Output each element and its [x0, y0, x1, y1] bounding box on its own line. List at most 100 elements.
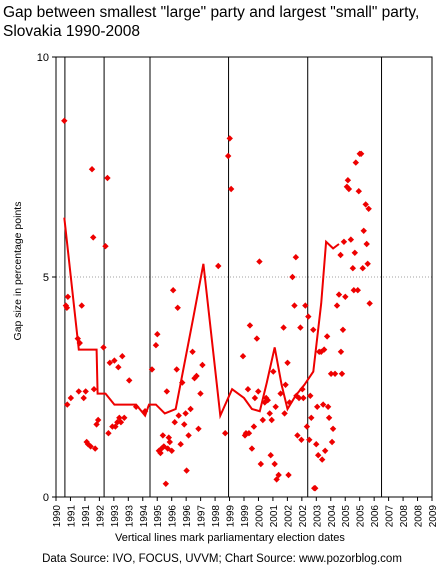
- data-point-132: [319, 401, 327, 408]
- data-point-51: [168, 447, 175, 454]
- data-point-154: [349, 265, 357, 272]
- data-point-137: [325, 414, 333, 421]
- data-point-34: [121, 414, 128, 421]
- data-point-42: [157, 449, 164, 457]
- data-point-16: [90, 234, 97, 241]
- data-point-30: [115, 364, 122, 371]
- data-point-25: [106, 359, 114, 366]
- data-point-163: [360, 227, 367, 234]
- data-point-165: [363, 240, 370, 248]
- data-point-78: [244, 386, 252, 393]
- data-point-53: [171, 419, 178, 426]
- data-point-37: [141, 408, 149, 415]
- data-point-162: [359, 265, 366, 272]
- data-point-4: [64, 401, 71, 408]
- data-point-168: [366, 300, 373, 307]
- x-tick-label-1: 1991: [66, 505, 77, 528]
- data-point-73: [226, 135, 233, 142]
- data-point-82: [250, 423, 258, 430]
- data-point-10: [80, 394, 87, 402]
- data-point-126: [313, 441, 320, 448]
- data-point-111: [294, 432, 301, 439]
- x-tick-label-19: 2004: [327, 505, 338, 528]
- x-tick-label-24: 2008: [399, 505, 410, 528]
- data-point-112: [295, 394, 303, 402]
- data-point-152: [345, 185, 353, 193]
- data-point-123: [310, 326, 317, 333]
- data-point-80: [246, 322, 254, 329]
- x-tick-label-15: 2001: [269, 505, 280, 528]
- data-point-108: [291, 302, 298, 309]
- x-tick-label-26: 2009: [428, 505, 439, 528]
- data-point-36: [132, 403, 140, 410]
- data-point-83: [251, 394, 259, 402]
- data-point-155: [350, 287, 358, 294]
- data-point-138: [327, 370, 335, 377]
- data-point-14: [87, 443, 94, 450]
- data-point-113: [297, 324, 304, 331]
- data-point-0: [61, 117, 68, 124]
- data-point-58: [179, 379, 186, 386]
- data-point-94: [268, 416, 275, 424]
- data-point-47: [163, 388, 171, 395]
- data-point-139: [328, 438, 336, 446]
- data-point-134: [321, 447, 329, 454]
- x-tick-label-6: 1994: [139, 505, 150, 528]
- data-point-149: [342, 293, 349, 300]
- data-point-97: [272, 403, 279, 410]
- data-point-55: [174, 304, 181, 311]
- x-tick-label-16: 2002: [283, 505, 294, 528]
- data-point-70: [215, 262, 222, 270]
- data-point-104: [284, 359, 291, 366]
- data-point-148: [340, 238, 348, 245]
- data-point-131: [318, 456, 326, 463]
- data-point-84: [253, 335, 261, 342]
- data-point-74: [227, 185, 235, 193]
- data-point-120: [306, 436, 313, 443]
- data-point-66: [193, 372, 200, 380]
- x-tick-label-2: 1991: [81, 505, 92, 528]
- x-tick-label-20: 2005: [341, 505, 352, 528]
- data-point-38: [148, 366, 156, 373]
- x-tick-label-22: 2006: [370, 505, 381, 528]
- data-point-85: [255, 388, 262, 395]
- data-point-21: [100, 344, 107, 351]
- data-point-159: [355, 188, 362, 195]
- data-point-141: [331, 370, 339, 377]
- data-point-88: [259, 416, 266, 424]
- data-point-72: [224, 152, 232, 160]
- x-tick-label-4: 1993: [110, 505, 121, 528]
- plot-frame: [55, 56, 433, 498]
- data-point-125: [312, 485, 319, 492]
- x-tick-label-18: 2003: [312, 505, 323, 528]
- data-point-117: [302, 302, 309, 309]
- data-point-166: [364, 260, 371, 267]
- data-point-2: [63, 304, 71, 311]
- data-point-7: [76, 339, 83, 347]
- data-point-23: [104, 174, 111, 182]
- data-source: Data Source: IVO, FOCUS, UVVM; Chart Sou…: [42, 553, 402, 565]
- data-point-60: [182, 410, 189, 417]
- x-tick-label-25: 2008: [414, 505, 425, 528]
- data-point-142: [333, 302, 341, 309]
- data-point-18: [91, 445, 99, 452]
- data-point-67: [195, 425, 202, 432]
- data-point-96: [271, 460, 278, 468]
- data-point-24: [105, 430, 112, 437]
- data-point-93: [267, 452, 274, 459]
- election-footnote: Vertical lines mark parliamentary electi…: [115, 532, 345, 544]
- y-tick-label-2: 10: [37, 52, 49, 64]
- data-point-20: [94, 416, 102, 424]
- data-point-101: [280, 324, 287, 331]
- data-point-140: [329, 425, 337, 432]
- data-point-99: [275, 471, 282, 479]
- data-point-81: [248, 445, 256, 452]
- data-point-151: [344, 177, 352, 184]
- data-point-147: [339, 326, 347, 333]
- data-point-62: [185, 432, 192, 439]
- data-point-133: [320, 346, 328, 353]
- data-point-63: [187, 405, 194, 413]
- data-point-119: [305, 313, 312, 320]
- data-point-46: [162, 480, 170, 487]
- data-point-8: [75, 388, 82, 395]
